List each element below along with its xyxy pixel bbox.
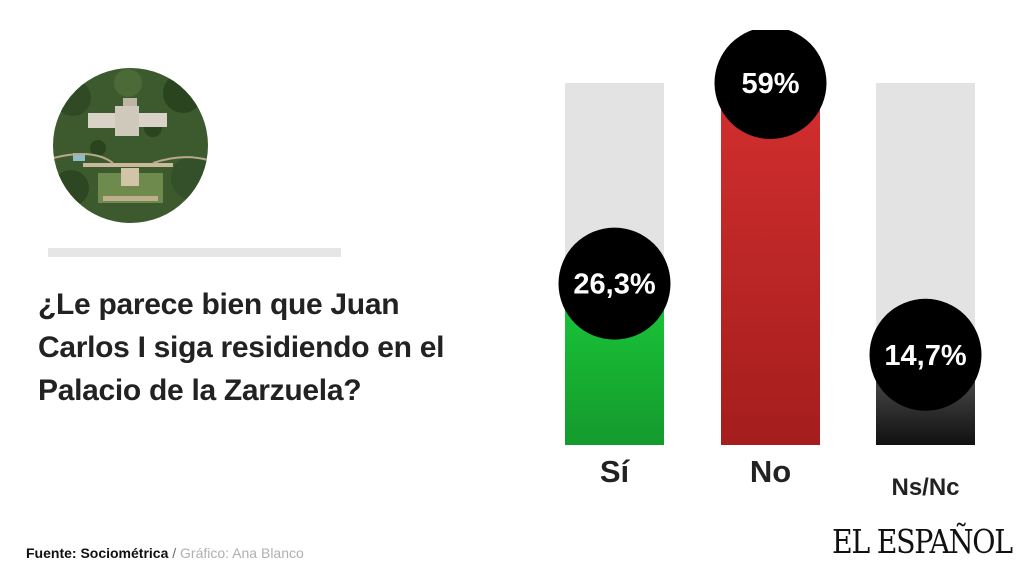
category-label-2: Ns/Nc [891,474,959,500]
question-line-3: Palacio de la Zarzuela? [38,374,362,407]
source-separator: / [168,545,181,561]
palace-aerial-photo [53,68,208,223]
aerial-palace-photo-icon [53,68,208,223]
category-label-1: No [750,454,791,489]
credit-text: Gráfico: Ana Blanco [180,545,304,561]
footer-source: Fuente: Sociométrica / Gráfico: Ana Blan… [26,545,304,561]
value-badge-1 [714,30,827,139]
value-label-2: 14,7% [884,340,966,372]
el-espanol-logo: EL ESPAÑOL [832,522,1013,561]
results-bar-chart: 26,3% Sí 59% No 14,7% Ns/Nc [558,30,982,500]
value-label-0: 26,3% [573,269,655,301]
question-line-1: ¿Le parece bien que Juan [38,288,400,321]
value-label-1: 59% [741,68,799,100]
value-badge-2 [869,298,982,411]
question-line-2: Carlos I siga residiendo en el [38,331,445,364]
divider-bar [48,248,341,257]
bar-1 [721,83,820,445]
source-text: Fuente: Sociométrica [26,545,169,561]
survey-question: ¿Le parece bien que Juan Carlos I siga r… [38,283,508,412]
category-label-0: Sí [600,454,631,489]
value-badge-0 [558,227,671,340]
